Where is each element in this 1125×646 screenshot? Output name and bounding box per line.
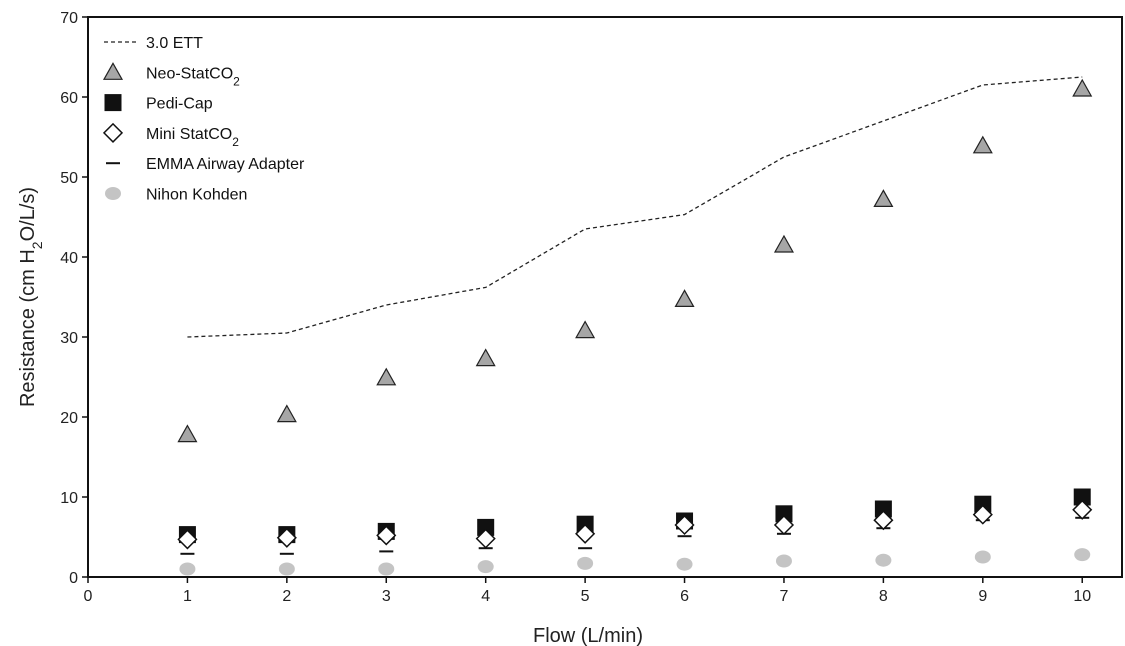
data-point-mini-statco [475,528,496,549]
x-tick-label: 10 [1073,588,1091,605]
legend-label-pedi-cap: Pedi-Cap [146,96,213,113]
data-point-neo-statco [674,289,695,307]
x-tick-label: 1 [183,588,192,605]
data-point-nihon-kohden [378,562,395,576]
x-tick-label: 3 [382,588,391,605]
y-tick-label: 60 [60,90,78,107]
legend: 3.0 ETT Neo-StatCO2 Pedi-Cap Mini StatCO2 EM… [102,35,305,204]
data-point-mini-statco [276,527,297,548]
data-point-nihon-kohden [676,557,693,571]
data-point-neo-statco [1072,78,1093,97]
x-tick-label: 2 [282,588,291,605]
x-tick-label: 7 [780,588,789,605]
legend-label-3-0-ett: 3.0 ETT [146,35,203,52]
data-point-mini-statco [674,514,695,536]
data-point-neo-statco [972,135,993,154]
data-point-nihon-kohden [775,554,792,568]
legend-swatch-neo-statco [102,62,124,80]
y-tick-label: 10 [60,490,78,507]
x-tick-label: 5 [581,588,590,605]
data-point-nihon-kohden [1074,548,1091,562]
data-point-neo-statco [773,234,794,253]
data-point-mini-statco [376,525,397,546]
y-tick-label: 20 [60,410,78,427]
legend-swatch-pedi-cap [104,94,122,112]
x-tick-label: 4 [481,588,490,605]
legend-label-emma-airway-adapter: EMMA Airway Adapter [146,156,305,173]
data-point-neo-statco [276,404,297,423]
x-tick-label: 8 [879,588,888,605]
data-point-neo-statco [475,348,496,367]
legend-swatch-nihon-kohden [105,187,121,200]
data-point-mini-statco [177,529,198,550]
data-point-mini-statco [773,514,795,536]
x-tick-label: 6 [680,588,689,605]
data-point-nihon-kohden [577,556,594,570]
data-point-nihon-kohden [179,562,196,576]
data-point-mini-statco [575,523,596,544]
data-point-mini-statco [972,504,993,525]
data-point-nihon-kohden [477,560,494,574]
y-axis-title: Resistance (cm H2O/L/s) [17,187,45,407]
data-point-mini-statco [873,510,894,531]
data-point-nihon-kohden [875,553,892,567]
y-tick-label: 30 [60,330,78,347]
y-tick-label: 70 [60,10,78,27]
legend-label-neo-statco: Neo-StatCO2 [146,65,240,88]
data-point-neo-statco [376,367,397,386]
x-tick-label: 0 [84,588,93,605]
data-point-nihon-kohden [278,562,295,576]
data-point-mini-statco [1072,499,1093,520]
data-point-neo-statco [873,189,894,207]
y-tick-label: 0 [69,570,78,587]
series-line-3-0-ett [187,76,1083,338]
y-tick-label: 50 [60,170,78,187]
data-point-nihon-kohden [974,550,991,564]
plot-frame [87,16,1123,578]
legend-label-mini-statco: Mini StatCO2 [146,126,239,149]
legend-swatch-mini-statco [102,122,124,143]
x-tick-label: 9 [978,588,987,605]
data-point-neo-statco [177,424,198,443]
data-point-neo-statco [575,320,596,339]
x-axis-title: Flow (L/min) [533,625,643,646]
legend-label-nihon-kohden: Nihon Kohden [146,187,247,204]
y-tick-label: 40 [60,250,78,267]
